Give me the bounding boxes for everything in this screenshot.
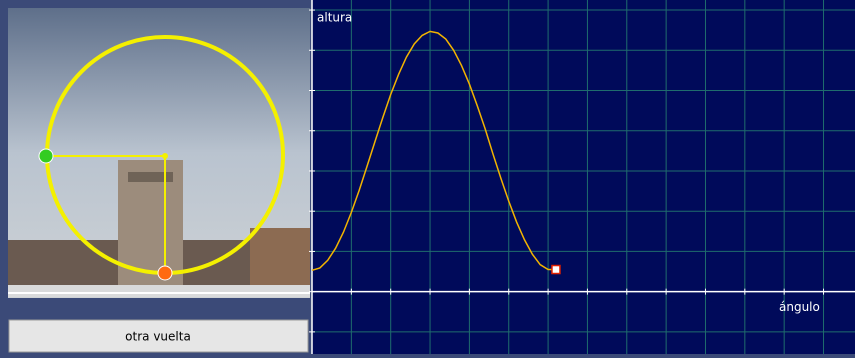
applet: otra vuelta altura ángulo (0, 0, 855, 354)
current-point (552, 266, 560, 274)
x-axis-label: ángulo (779, 300, 820, 314)
y-axis-label: altura (317, 11, 352, 25)
photo (8, 8, 310, 298)
plot-area (312, 0, 855, 354)
button-label[interactable]: otra vuelta (125, 330, 191, 344)
otra-vuelta-button[interactable]: otra vuelta (9, 320, 308, 352)
page: otra vuelta alturaángulo (() => { const … (0, 0, 855, 354)
